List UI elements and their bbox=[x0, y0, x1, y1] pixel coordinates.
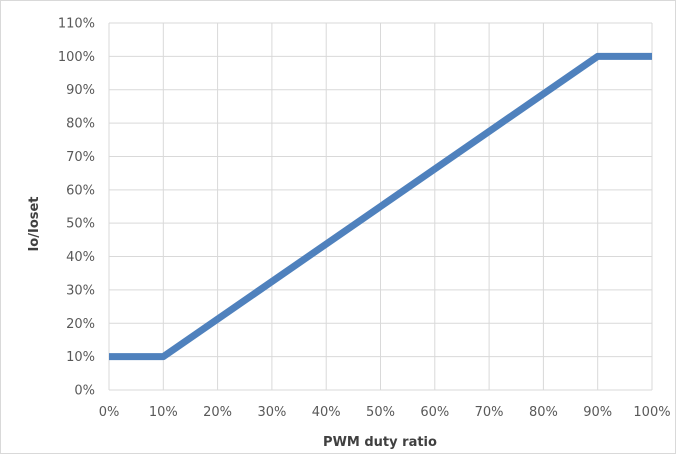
gridlines bbox=[108, 22, 653, 391]
y-tick-labels: 0% 10% 20% 30% 40% 50% 60% 70% 80% 90% 100% 110% bbox=[58, 17, 95, 399]
y-tick-label: 110% bbox=[58, 17, 95, 32]
y-tick-label: 100% bbox=[58, 50, 95, 65]
series-line bbox=[109, 52, 652, 361]
y-axis-title: Io/Ioset bbox=[27, 196, 42, 251]
x-tick-label: 70% bbox=[475, 405, 504, 420]
y-tick-label: 60% bbox=[66, 183, 95, 198]
x-tick-label: 100% bbox=[633, 405, 670, 420]
series-layer bbox=[108, 52, 653, 361]
y-tick-label: 50% bbox=[66, 217, 95, 232]
y-tick-label: 0% bbox=[74, 384, 95, 399]
y-tick-label: 90% bbox=[66, 83, 95, 98]
y-tick-label: 10% bbox=[66, 350, 95, 365]
x-tick-label: 40% bbox=[312, 405, 341, 420]
x-tick-label: 50% bbox=[366, 405, 395, 420]
x-tick-labels: 0% 10% 20% 30% 40% 50% 60% 70% 80% 90% 100% bbox=[99, 405, 671, 420]
x-tick-label: 90% bbox=[583, 405, 612, 420]
x-tick-label: 10% bbox=[149, 405, 178, 420]
x-tick-label: 60% bbox=[420, 405, 449, 420]
x-tick-label: 30% bbox=[257, 405, 286, 420]
x-tick-label: 0% bbox=[99, 405, 120, 420]
y-tick-label: 30% bbox=[66, 283, 95, 298]
y-tick-label: 70% bbox=[66, 150, 95, 165]
x-tick-label: 80% bbox=[529, 405, 558, 420]
y-tick-label: 40% bbox=[66, 250, 95, 265]
x-tick-label: 20% bbox=[203, 405, 232, 420]
x-axis-title: PWM duty ratio bbox=[323, 435, 437, 450]
y-tick-label: 20% bbox=[66, 317, 95, 332]
y-tick-label: 80% bbox=[66, 117, 95, 132]
